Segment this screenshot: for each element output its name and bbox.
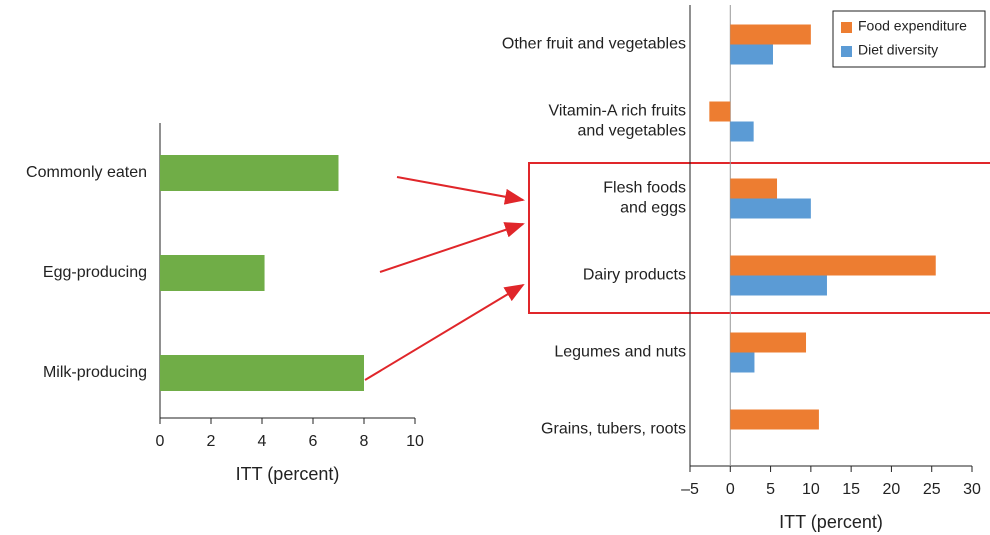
- x-tick-label: 25: [923, 481, 941, 498]
- category-label-line: Vitamin-A rich fruits: [548, 103, 686, 120]
- x-tick-label: 20: [883, 481, 901, 498]
- category-label: Other fruit and vegetables: [502, 36, 686, 53]
- x-tick-label: 5: [766, 481, 775, 498]
- bar: [709, 101, 731, 122]
- x-axis-label: ITT (percent): [779, 512, 883, 532]
- bar: [730, 24, 811, 45]
- category-label: Legumes and nuts: [554, 344, 686, 361]
- x-tick-label: 6: [309, 433, 318, 450]
- category-label: Commonly eaten: [26, 164, 147, 181]
- x-tick-label: 10: [802, 481, 820, 498]
- x-tick-label: 0: [726, 481, 735, 498]
- x-tick-label: 15: [842, 481, 860, 498]
- x-axis-label: ITT (percent): [236, 464, 340, 484]
- bar: [160, 255, 265, 291]
- bar: [730, 121, 754, 142]
- x-tick-label: 4: [258, 433, 267, 450]
- category-label: Flesh foods and eggs: [603, 180, 686, 217]
- bar: [730, 255, 936, 276]
- x-tick-label: –5: [681, 481, 699, 498]
- bar: [160, 355, 364, 391]
- category-label-line: and vegetables: [577, 123, 686, 140]
- bar: [160, 155, 339, 191]
- bar: [730, 198, 811, 219]
- category-label: Vitamin-A rich fruits and vegetables: [548, 103, 686, 140]
- category-label-line: Flesh foods: [603, 180, 686, 197]
- bar: [730, 332, 807, 353]
- bar: [730, 409, 819, 430]
- x-tick-label: 8: [360, 433, 369, 450]
- legend-box: [832, 10, 986, 68]
- legend-swatch: [841, 22, 852, 33]
- bar: [730, 275, 827, 296]
- legend-label: Diet diversity: [858, 42, 938, 58]
- x-tick-label: 30: [963, 481, 981, 498]
- category-label: Milk-producing: [43, 364, 147, 381]
- category-label: Egg-producing: [43, 264, 147, 281]
- x-tick-label: 0: [156, 433, 165, 450]
- x-tick-label: 2: [207, 433, 216, 450]
- bar: [730, 44, 773, 65]
- category-label-line: and eggs: [620, 200, 686, 217]
- legend-swatch: [841, 46, 852, 57]
- x-tick-label: 10: [406, 433, 424, 450]
- highlight-box: [528, 162, 990, 314]
- bar: [730, 178, 778, 199]
- bar: [730, 352, 755, 373]
- category-label: Dairy products: [583, 267, 686, 284]
- arrows: [364, 176, 525, 381]
- legend-label: Food expenditure: [858, 18, 967, 34]
- category-label: Grains, tubers, roots: [541, 421, 686, 438]
